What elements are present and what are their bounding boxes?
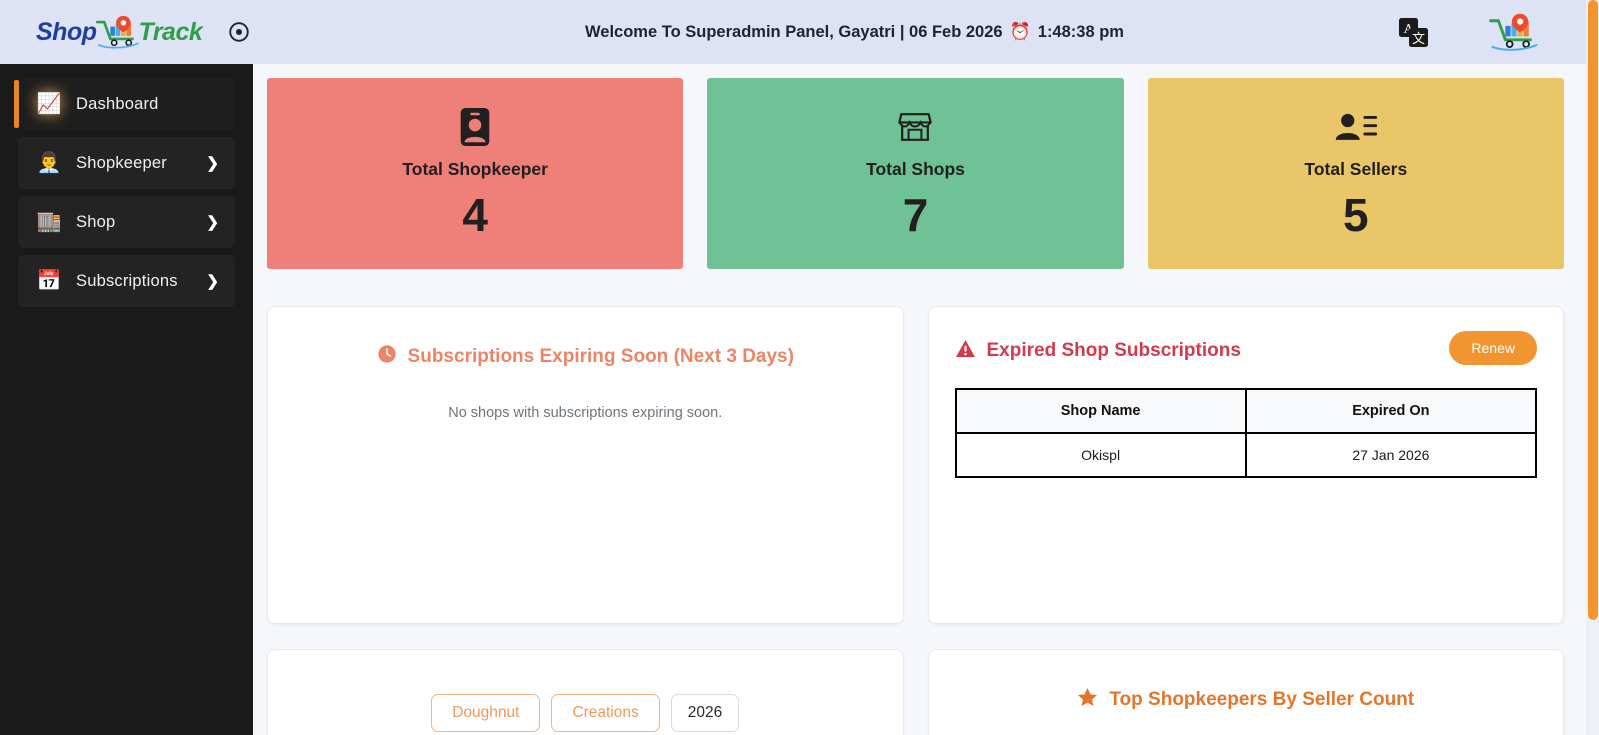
cell-expired-on: 27 Jan 2026: [1244, 432, 1538, 478]
stat-card-total-shopkeeper[interactable]: Total Shopkeeper 4: [267, 78, 684, 269]
target-toggle-icon[interactable]: [226, 19, 252, 45]
renew-button[interactable]: Renew: [1449, 331, 1537, 365]
sidebar-item-label: Dashboard: [76, 94, 159, 113]
creations-chart-button[interactable]: Creations: [551, 694, 660, 732]
sidebar: 📈 Dashboard 👨‍💼 Shopkeeper ❯ 🏬 Shop ❯ 📅 …: [0, 64, 253, 735]
alarm-clock-icon: ⏰: [1009, 22, 1031, 41]
sidebar-item-label: Shopkeeper: [76, 153, 167, 172]
top-shopkeepers-title: Top Shopkeepers By Seller Count: [1109, 689, 1415, 710]
id-badge-icon: [455, 105, 495, 149]
column-header-expired-on: Expired On: [1244, 388, 1538, 434]
table-header-row: Shop Name Expired On: [954, 388, 1538, 434]
logo-text-shop: Shop: [36, 17, 97, 46]
top-shopkeepers-header: Top Shopkeepers By Seller Count: [955, 687, 1538, 713]
translate-icon[interactable]: A 文: [1396, 15, 1430, 49]
page-scrollbar-thumb[interactable]: [1588, 0, 1598, 620]
person-list-icon: [1333, 105, 1379, 149]
app-logo[interactable]: Shop Track: [36, 15, 203, 49]
chevron-right-icon: ❯: [206, 155, 219, 172]
table-row[interactable]: Okispl 27 Jan 2026: [954, 432, 1538, 478]
expired-panel-title-group: Expired Shop Subscriptions: [955, 339, 1241, 364]
chevron-right-icon: ❯: [206, 214, 219, 231]
header-cart-logo-icon[interactable]: [1488, 11, 1540, 53]
department-store-icon: 🏬: [36, 211, 62, 233]
top-shopkeepers-panel: Top Shopkeepers By Seller Count: [927, 649, 1564, 735]
warning-triangle-icon: [955, 339, 976, 364]
expiring-panel-empty-text: No shops with subscriptions expiring soo…: [448, 405, 723, 421]
svg-text:A: A: [1403, 22, 1414, 37]
top-bar-actions: A 文: [1396, 11, 1586, 53]
welcome-text: Welcome To Superadmin Panel, Gayatri | 0…: [585, 22, 1003, 41]
stat-card-value: 7: [902, 189, 929, 241]
svg-text:文: 文: [1412, 31, 1425, 46]
chart-controls: Doughnut Creations 2026: [294, 694, 877, 732]
chart-panel: Doughnut Creations 2026: [267, 649, 904, 735]
brand-zone: Shop Track: [0, 0, 253, 64]
expiring-panel-header: Subscriptions Expiring Soon (Next 3 Days…: [294, 344, 877, 370]
sidebar-item-shopkeeper[interactable]: 👨‍💼 Shopkeeper ❯: [18, 137, 235, 189]
sidebar-item-dashboard[interactable]: 📈 Dashboard: [14, 78, 235, 130]
star-icon: [1077, 687, 1098, 713]
sidebar-item-subscriptions[interactable]: 📅 Subscriptions ❯: [18, 255, 235, 307]
clock-icon: [377, 344, 397, 370]
stat-card-value: 4: [462, 189, 488, 241]
logo-text-track: Track: [138, 17, 203, 46]
expiring-panel-title: Subscriptions Expiring Soon (Next 3 Days…: [407, 346, 794, 367]
stat-card-total-shops[interactable]: Total Shops 7: [707, 78, 1124, 269]
stat-cards-row: Total Shopkeeper 4 Total Shops 7: [267, 78, 1564, 269]
stat-card-total-sellers[interactable]: Total Sellers 5: [1147, 78, 1564, 269]
main-content: Total Shopkeeper 4 Total Shops 7: [253, 64, 1586, 735]
stat-card-title: Total Shops: [866, 159, 965, 179]
office-worker-icon: 👨‍💼: [36, 152, 62, 174]
current-time: 1:48:38 pm: [1037, 22, 1124, 41]
column-header-shop-name: Shop Name: [954, 388, 1247, 434]
expired-panel-title: Expired Shop Subscriptions: [986, 340, 1241, 361]
expired-subscriptions-table: Shop Name Expired On Okispl 27 Jan 2026: [954, 388, 1538, 478]
sidebar-item-shop[interactable]: 🏬 Shop ❯: [18, 196, 235, 248]
sidebar-item-label: Subscriptions: [76, 271, 178, 290]
welcome-message: Welcome To Superadmin Panel, Gayatri | 0…: [253, 22, 1396, 42]
doughnut-chart-button[interactable]: Doughnut: [431, 694, 541, 732]
shopping-cart-location-logo-icon: [95, 15, 141, 49]
sidebar-item-label: Shop: [76, 212, 116, 231]
panels-row-primary: Subscriptions Expiring Soon (Next 3 Days…: [267, 306, 1564, 624]
stat-card-title: Total Shopkeeper: [402, 159, 548, 179]
expired-subscriptions-panel: Expired Shop Subscriptions Renew Shop Na…: [927, 306, 1564, 624]
top-bar: Shop Track: [0, 0, 1586, 64]
cell-shop-name: Okispl: [954, 432, 1247, 478]
storefront-icon: [893, 105, 937, 149]
chevron-right-icon: ❯: [206, 273, 219, 290]
chart-increasing-icon: 📈: [36, 93, 62, 115]
expiring-subscriptions-panel: Subscriptions Expiring Soon (Next 3 Days…: [267, 306, 904, 624]
year-select[interactable]: 2026: [670, 694, 740, 732]
calendar-icon: 📅: [36, 270, 62, 292]
stat-card-value: 5: [1343, 189, 1369, 241]
expired-panel-header: Expired Shop Subscriptions Renew: [955, 331, 1537, 365]
stat-card-title: Total Sellers: [1304, 159, 1408, 179]
panels-row-secondary: Doughnut Creations 2026 Top Shopkeepers …: [267, 649, 1564, 735]
